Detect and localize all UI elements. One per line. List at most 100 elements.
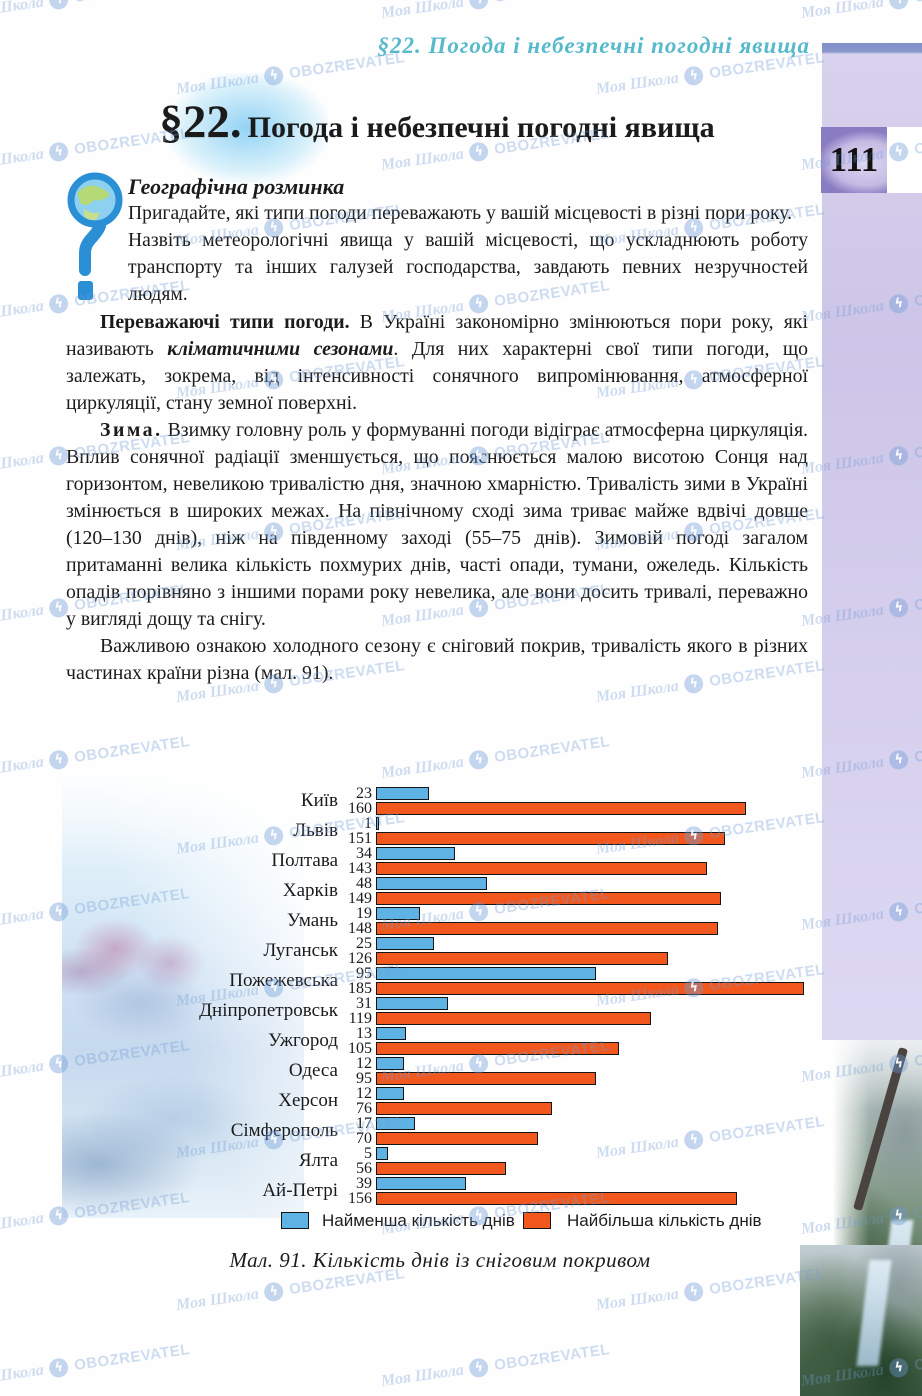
chart-bar-max [376,862,707,875]
chart-value-max: 126 [348,950,372,967]
chart-city-label: Харків [282,880,338,901]
chart-bar-max [376,1042,619,1055]
globe-bolt-icon: ϟ [468,749,490,771]
section-title: §22. Погода і небезпечні погодні явища [66,73,808,183]
chart-values: 25 126 [344,936,372,967]
chart-bar-max [376,1012,651,1025]
chart-bar-max [376,1192,737,1205]
chart-bar-min [376,1057,404,1070]
chart-value-max: 143 [348,860,372,877]
chart-row: Ай-Петрі 39 156 [60,1175,820,1207]
chart-value-min: 39 [356,1175,372,1192]
chart-bars [372,1027,820,1055]
chart-bars [372,1057,820,1085]
winter-landscape-photo [62,770,304,1218]
chart-row: Луганськ 25 126 [60,936,820,967]
chart-bar-max [376,1072,596,1085]
sidebar-strip [822,43,922,1040]
chart-bars [372,907,820,935]
chart-value-min: 12 [356,1055,372,1072]
chart-bar-max [376,802,746,815]
page-number: 111 [829,140,879,179]
chart-city-label: Ужгород [268,1030,338,1051]
chart-bar-min [376,847,455,860]
chart-values: 95 185 [344,966,372,997]
chart-row: Одеса 12 95 [60,1055,820,1087]
chart-value-max: 105 [348,1040,372,1057]
section-number: §22. [159,96,242,148]
chart-bar-min [376,817,379,830]
chart-value-max: 56 [356,1160,372,1177]
chart-value-max: 70 [356,1130,372,1147]
chart-bars [372,997,820,1025]
chart-values: 12 76 [344,1085,372,1117]
chart-row: Полтава 34 143 [60,845,820,877]
forest-waterfall-photo-lower [800,1245,922,1396]
chart-value-max: 156 [348,1190,372,1207]
chart-value-max: 148 [348,920,372,937]
chart-value-max: 95 [356,1070,372,1087]
chart-value-min: 1 [364,815,372,832]
chart-values: 13 105 [344,1025,372,1057]
warmup-block: Географічна розминка Пригадайте, які тип… [67,172,808,309]
chart-value-min: 13 [356,1025,372,1042]
chart-values: 5 56 [344,1146,372,1177]
chart-bars [372,1177,820,1205]
chart-bar-max [376,1132,538,1145]
chart-bars [372,1087,820,1115]
chart-bar-min [376,1177,466,1190]
chart-bars [372,817,820,845]
chart-row: Харків 48 149 [60,876,820,907]
waterfall-decoration [856,1260,892,1366]
chart-row: Умань 19 148 [60,906,820,937]
chart-value-min: 34 [356,845,372,862]
chart-bar-min [376,787,429,800]
page-number-box: 111 [821,127,887,193]
globe-bolt-icon: ϟ [888,0,910,11]
paragraph-lead: Зима. [100,418,163,441]
page-box-notch [887,127,922,193]
chart-bar-min [376,1027,406,1040]
chart-bar-max [376,1162,506,1175]
chart-value-min: 17 [356,1115,372,1132]
globe-bolt-icon: ϟ [468,0,490,11]
chart-bar-min [376,997,448,1010]
chart-bar-max [376,1102,552,1115]
chart-bars [372,937,820,965]
chart-value-min: 12 [356,1085,372,1102]
chart-row: Ялта 5 56 [60,1146,820,1177]
globe-bolt-icon: ϟ [48,749,70,771]
chart-value-max: 151 [348,830,372,847]
legend-label-max: Найбільша кількість днів [567,1211,762,1230]
chart-bar-max [376,892,721,905]
warmup-heading: Географічна розминка [128,174,345,199]
legend-swatch-min [281,1212,309,1229]
paragraph-lead: Переважаючі типи погоди. [100,310,350,333]
chart-bar-max [376,832,725,845]
chart-city-label: Пожежевська [229,970,338,991]
chart-city-label: Сімферополь [230,1120,338,1141]
chart-values: 12 95 [344,1055,372,1087]
globe-bolt-icon: ϟ [683,65,705,87]
chart-value-min: 23 [356,785,372,802]
chart-bar-min [376,907,420,920]
chart-values: 39 156 [344,1175,372,1207]
chart-bar-min [376,877,487,890]
chart-bars [372,1117,820,1145]
chart-values: 34 143 [344,845,372,877]
chart-row: Львів 1 151 [60,815,820,847]
legend-label-min: Найменша кількість днів [322,1211,515,1230]
chart-values: 17 70 [344,1115,372,1147]
chart-city-label: Ай-Петрі [262,1180,338,1201]
tree-trunk-decoration [853,1046,909,1211]
chart-bars [372,967,820,995]
chart-value-max: 119 [348,1010,372,1027]
chart-value-max: 185 [348,980,372,997]
chart-bars [372,787,820,815]
